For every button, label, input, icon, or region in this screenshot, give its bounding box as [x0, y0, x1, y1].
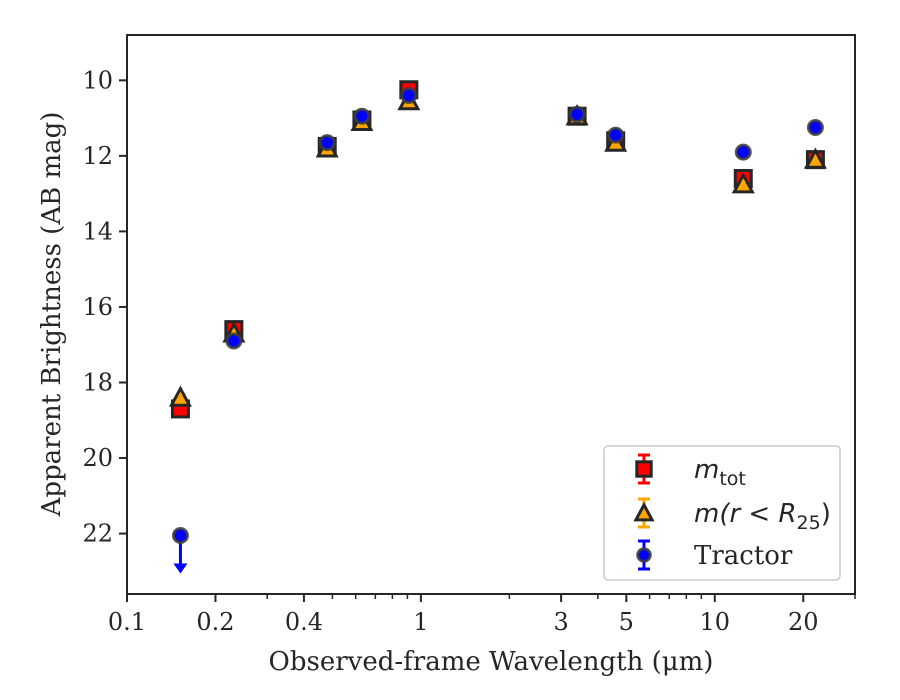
upper-limit-arrow-head [173, 563, 188, 574]
y-tick-label: 16 [82, 293, 113, 321]
legend-marker-square [635, 460, 653, 478]
legend: mtot m(r < R25) Tractor [603, 445, 841, 581]
y-tick-label: 12 [82, 142, 113, 170]
axis-ticks: 0.1 0.2 0.4 1 3 5 10 20 10 12 14 16 18 20 22 [82, 66, 856, 636]
legend-label: mtot [694, 455, 746, 490]
y-tick-label: 18 [82, 368, 113, 396]
x-tick-label: 10 [700, 608, 731, 636]
y-tick-label: 14 [82, 217, 113, 245]
x-tick-label: 0.2 [196, 608, 234, 636]
plot-frame [126, 34, 856, 595]
legend-label: m(r < R25) [694, 499, 831, 534]
y-tick-label: 22 [82, 520, 113, 548]
x-tick-label: 5 [619, 608, 634, 636]
legend-frame [603, 445, 841, 581]
x-tick-label: 1 [413, 608, 428, 636]
series-circle [171, 86, 824, 574]
y-tick-label: 10 [82, 66, 113, 94]
legend-marker-circle [636, 547, 652, 563]
y-axis-label: Apparent Brightness (AB mag) [37, 112, 67, 518]
x-tick-label: 20 [788, 608, 819, 636]
legend-marker-triangle [633, 501, 655, 522]
y-tick-label: 20 [82, 444, 113, 472]
data-marks [168, 80, 827, 574]
x-tick-label: 3 [553, 608, 568, 636]
legend-label: Tractor [694, 541, 793, 571]
x-tick-label: 0.1 [108, 608, 146, 636]
x-axis-label: Observed-frame Wavelength (μm) [269, 647, 714, 677]
x-tick-label: 0.4 [285, 608, 323, 636]
